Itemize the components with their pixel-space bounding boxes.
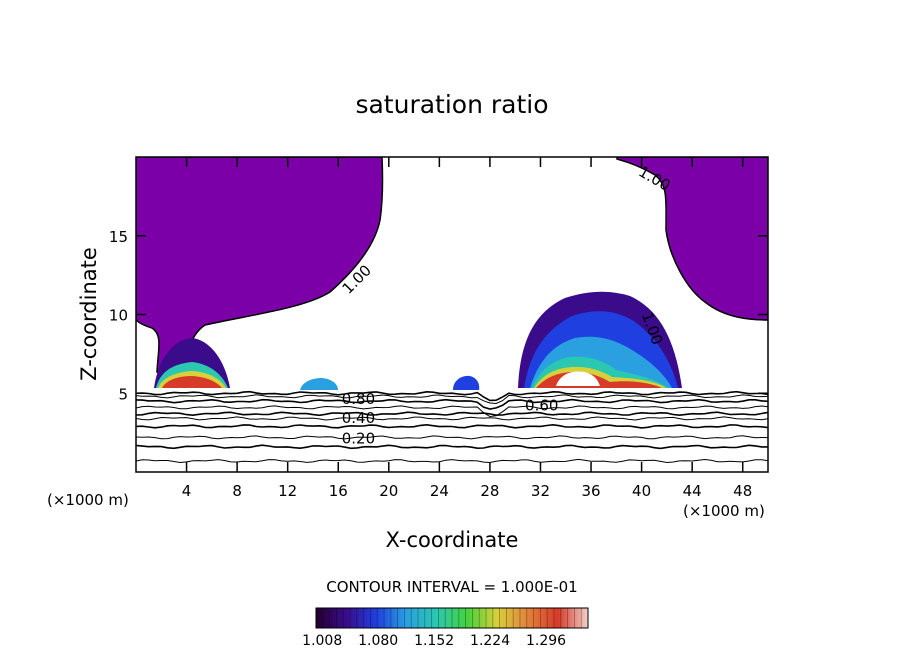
colorbar-tick-label: 1.296 <box>526 633 566 649</box>
x-tick-label: 12 <box>278 482 297 500</box>
colorbar-frame <box>315 607 589 629</box>
contour-line <box>136 416 768 421</box>
contour-label: 0.60 <box>525 396 558 414</box>
chart-title: saturation ratio <box>355 90 548 119</box>
x-tick-label: 16 <box>329 482 348 500</box>
y-tick-label: 5 <box>118 385 128 403</box>
contour-line <box>136 458 768 464</box>
contour-line <box>136 390 768 402</box>
x-tick-label: 8 <box>232 482 242 500</box>
contour-label: 0.20 <box>342 429 375 447</box>
colorbar-tick-label: 1.152 <box>414 633 454 649</box>
contour-label: 0.40 <box>342 409 375 427</box>
x-axis: 4 8 12 16 20 24 28 32 36 40 44 48 <box>182 157 752 500</box>
x-tick-label: 28 <box>480 482 499 500</box>
cloud-core-right <box>518 291 682 388</box>
saturated-region-upper-right <box>616 157 768 321</box>
y-axis-label: Z-coordinate <box>77 247 101 381</box>
x-tick-label: 24 <box>430 482 449 500</box>
cloud-blob-x26 <box>453 375 480 390</box>
stable-layer-contours <box>136 390 768 464</box>
cloud-band-peak <box>556 371 600 386</box>
contour-line <box>136 444 768 450</box>
contour-label: 0.80 <box>342 390 375 408</box>
x-axis-label: X-coordinate <box>386 528 519 552</box>
contour-line <box>136 405 768 418</box>
colorbar-tick-label: 1.224 <box>470 633 510 649</box>
colorbar: 1.008 1.080 1.152 1.224 1.296 <box>302 607 589 649</box>
x-tick-label: 4 <box>182 482 192 500</box>
cloud-core-left <box>154 338 230 388</box>
contour-interval-note: CONTOUR INTERVAL = 1.000E-01 <box>326 578 577 596</box>
colorbar-dividers <box>322 608 582 628</box>
colorbar-fill <box>316 608 588 628</box>
x-tick-label: 48 <box>733 482 752 500</box>
contour-line <box>136 411 768 417</box>
x-tick-label: 40 <box>632 482 651 500</box>
colorbar-tick-label: 1.008 <box>302 633 342 649</box>
x-tick-label: 44 <box>683 482 702 500</box>
x-tick-label: 32 <box>531 482 550 500</box>
colorbar-tick-label: 1.080 <box>358 633 398 649</box>
y-tick-label: 15 <box>109 228 128 246</box>
contour-line <box>136 394 768 405</box>
colorbar-tick-labels: 1.008 1.080 1.152 1.224 1.296 <box>302 633 566 649</box>
cloud-left-red <box>162 376 222 388</box>
contour-line <box>136 435 768 440</box>
x-unit-left: (×1000 m) <box>47 491 129 509</box>
x-unit-right: (×1000 m) <box>683 502 765 520</box>
contour-line <box>136 398 768 410</box>
y-axis: 5 10 15 <box>109 228 768 403</box>
plot-area: 1.001.001.000.80 0.600.400.20 <box>136 157 768 464</box>
saturated-region-upper-left <box>136 157 384 373</box>
y-tick-label: 10 <box>109 307 128 325</box>
x-tick-label: 20 <box>379 482 398 500</box>
x-tick-label: 36 <box>581 482 600 500</box>
contour-line <box>136 423 768 429</box>
cloud-blob-x14 <box>300 378 338 390</box>
